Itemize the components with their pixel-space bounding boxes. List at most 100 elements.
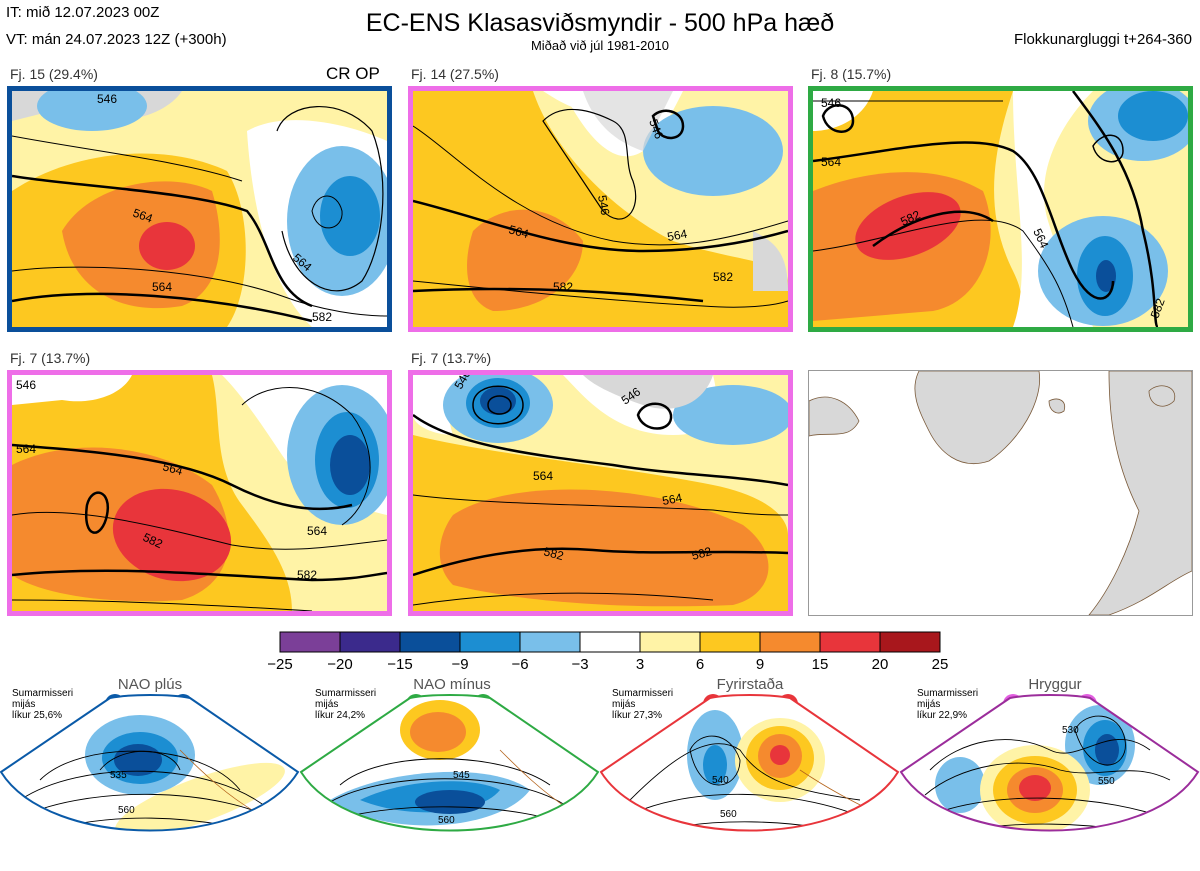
regime-2-info: Sumarmisseri mijás líkur 24,2% xyxy=(315,688,376,721)
contour-label: 546 xyxy=(97,92,117,106)
regime-4-map: 530 550 575 xyxy=(900,694,1200,849)
regime-3-map: 540 560 575 xyxy=(600,694,900,844)
legend-tick-label: −20 xyxy=(327,656,352,673)
contour-label: 564 xyxy=(161,459,184,478)
panel-5-caption: Fj. 7 (13.7%) xyxy=(411,350,492,366)
base-map xyxy=(808,370,1193,616)
legend-swatch xyxy=(279,631,341,653)
contour-label: 546 xyxy=(16,378,36,392)
valid-time: VT: mán 24.07.2023 12Z (+300h) xyxy=(6,31,227,48)
regime-metric: mijás xyxy=(315,699,339,710)
page-subtitle: Miðað við júl 1981-2010 xyxy=(530,38,670,53)
regime-likelihood: líkur 27,3% xyxy=(612,710,663,721)
color-legend: −25 −20 −15 −9 −6 −3 3 6 9 15 20 25 xyxy=(258,630,958,681)
contour-label: 582 xyxy=(297,568,317,582)
classification-window: Flokkunargluggi t+264-360 xyxy=(1013,31,1192,48)
legend-tick-label: −25 xyxy=(267,656,292,673)
legend-swatches xyxy=(279,631,941,653)
contour-label: 546 xyxy=(595,194,612,216)
panel-2-caption: Fj. 14 (27.5%) xyxy=(411,66,499,82)
contour-label: 564 xyxy=(16,442,36,456)
cluster-map-3: 546 564 582 564 582 xyxy=(808,86,1193,332)
cluster-map-4: 546 564 564 564 582 582 xyxy=(7,370,392,616)
contour-label: 546 xyxy=(646,117,666,141)
regime-2-title: NAO mínus xyxy=(413,676,491,693)
regime-1-info: Sumarmisseri mijás líkur 25,6% xyxy=(12,688,73,721)
contour-label: 564 xyxy=(666,227,688,244)
regime-contour-label: 575 xyxy=(735,833,752,844)
legend-tick-label: 20 xyxy=(872,656,889,673)
legend-swatch xyxy=(519,631,581,653)
regime-contour-label: 550 xyxy=(1098,776,1115,787)
contour-label: 564 xyxy=(533,469,553,483)
legend-tick-label: 25 xyxy=(932,656,949,673)
regime-metric: mijás xyxy=(612,699,636,710)
page-title: EC-ENS Klasasviðsmyndir - 500 hPa hæð xyxy=(365,9,835,37)
legend-swatch xyxy=(339,631,401,653)
legend-tick-label: 6 xyxy=(696,656,704,673)
contour-label: 564 xyxy=(661,491,683,508)
contour-label: 564 xyxy=(131,206,155,226)
regime-contour-label: 545 xyxy=(453,770,470,781)
regime-season: Sumarmisseri xyxy=(917,688,979,699)
cluster-map-1: 564 564 564 582 546 xyxy=(7,86,392,332)
regime-likelihood: líkur 24,2% xyxy=(315,710,366,721)
legend-swatch xyxy=(699,631,761,653)
regime-4-title: Hryggur xyxy=(1028,676,1082,693)
legend-swatch xyxy=(579,631,641,653)
contour-label: 582 xyxy=(312,310,332,324)
regime-4-info: Sumarmisseri mijás líkur 22,9% xyxy=(917,688,978,721)
regime-1-title: NAO plús xyxy=(117,676,183,693)
regime-season: Sumarmisseri xyxy=(315,688,377,699)
contour-label: 564 xyxy=(307,524,327,538)
legend-tick-label: 9 xyxy=(756,656,764,673)
contour-label: 564 xyxy=(821,155,841,169)
regime-contour-label: 560 xyxy=(720,809,737,820)
cluster-map-2: 546 546 564 564 582 582 xyxy=(408,86,793,332)
regime-contour-label: 575 xyxy=(1092,838,1109,849)
cluster-map-5: 546 546 564 564 582 582 xyxy=(408,370,793,616)
contour-label: 582 xyxy=(542,544,565,563)
legend-ticks: −25 −20 −15 −9 −6 −3 3 6 9 15 20 25 xyxy=(267,656,948,673)
regime-likelihood: líkur 22,9% xyxy=(917,710,968,721)
regime-3-title: Fyrirstaða xyxy=(716,676,784,693)
regime-1-map: 535 560 xyxy=(0,694,300,832)
regime-contour-label: 560 xyxy=(118,805,135,816)
contour-label: 582 xyxy=(553,280,573,294)
regime-contour-label: 535 xyxy=(110,770,127,781)
legend-swatch xyxy=(459,631,521,653)
regime-contour-label: 560 xyxy=(438,815,455,826)
regime-likelihood: líkur 25,6% xyxy=(12,710,63,721)
regime-metric: mijás xyxy=(917,699,941,710)
contour-label: 546 xyxy=(821,96,841,110)
regime-contour-label: 530 xyxy=(1062,725,1079,736)
legend-tick-label: −3 xyxy=(571,656,588,673)
contour-label: 564 xyxy=(507,222,530,241)
legend-tick-label: 15 xyxy=(812,656,829,673)
issue-time: IT: mið 12.07.2023 00Z xyxy=(6,4,160,21)
regime-3-info: Sumarmisseri mijás líkur 27,3% xyxy=(612,688,673,721)
contour-label: 582 xyxy=(1148,296,1168,320)
legend-tick-label: −6 xyxy=(511,656,528,673)
panel-1-caption: Fj. 15 (29.4%) xyxy=(10,66,98,82)
legend-tick-label: −15 xyxy=(387,656,412,673)
legend-swatch xyxy=(399,631,461,653)
contour-label: 582 xyxy=(690,544,713,563)
regime-season: Sumarmisseri xyxy=(12,688,74,699)
regime-season: Sumarmisseri xyxy=(612,688,674,699)
legend-tick-label: 3 xyxy=(636,656,644,673)
contour-label: 582 xyxy=(713,270,733,284)
regime-contour-label: 575 xyxy=(448,849,465,860)
regime-2-map: 545 560 575 xyxy=(300,694,600,860)
regime-contour-label: 540 xyxy=(712,775,729,786)
legend-swatch xyxy=(759,631,821,653)
regime-metric: mijás xyxy=(12,699,36,710)
legend-tick-label: −9 xyxy=(451,656,468,673)
legend-swatch xyxy=(639,631,701,653)
legend-swatch xyxy=(879,631,941,653)
panel-1-tag: CR OP xyxy=(326,64,380,83)
contour-label: 564 xyxy=(152,280,172,294)
legend-swatch xyxy=(819,631,881,653)
panel-4-caption: Fj. 7 (13.7%) xyxy=(10,350,91,366)
panel-3-caption: Fj. 8 (15.7%) xyxy=(811,66,892,82)
